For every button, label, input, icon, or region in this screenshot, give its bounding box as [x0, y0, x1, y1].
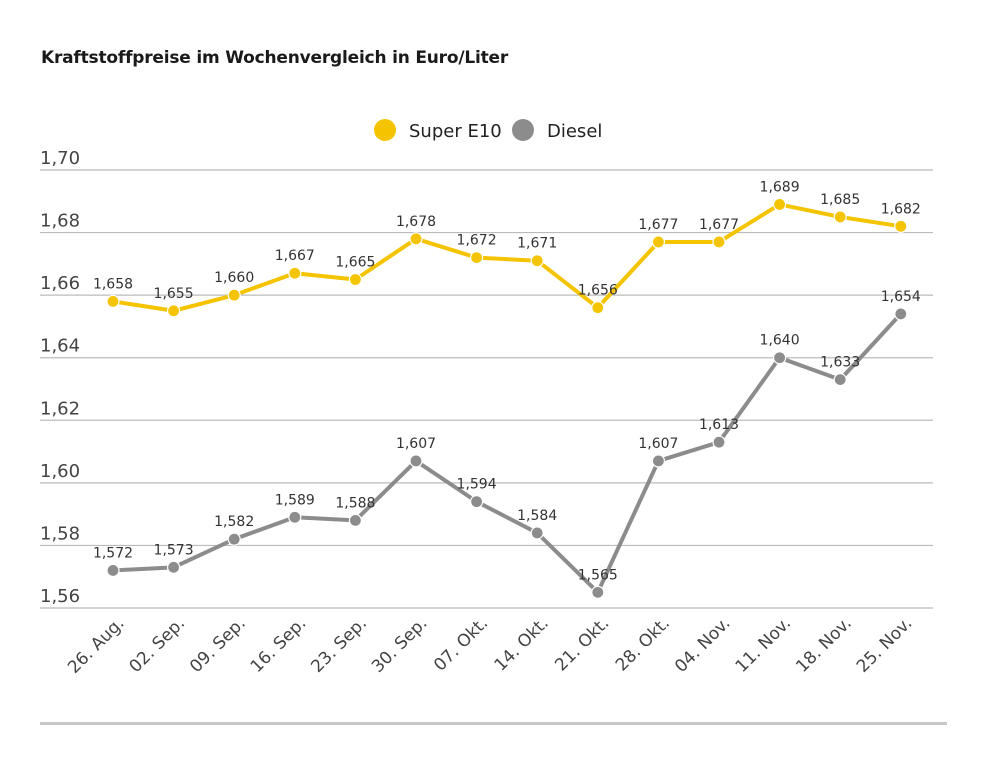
data-label: 1,607: [396, 436, 436, 452]
data-point: [651, 454, 666, 468]
x-tick-label: 14. Okt.: [491, 613, 553, 675]
data-label: 1,658: [93, 276, 133, 292]
data-label: 1,656: [578, 283, 618, 299]
data-point: [106, 563, 120, 578]
x-tick-label: 16. Sep.: [247, 613, 311, 677]
series-super-e10: 1,658 1,655 1,660 1,667 1,665 1,678 1,672 1,671…: [93, 179, 921, 318]
data-label: 1,677: [638, 217, 678, 233]
y-tick-label: 1,64: [40, 336, 80, 357]
y-axis: 1,56 1,58 1,60 1,62 1,64 1,66 1,68 1,70: [40, 148, 80, 607]
x-tick-label: 25. Nov.: [853, 613, 916, 676]
data-point: [106, 294, 120, 308]
data-label: 1,678: [396, 214, 436, 230]
data-point: [712, 235, 726, 249]
data-label: 1,672: [457, 233, 497, 249]
data-point: [348, 513, 362, 528]
data-point: [833, 210, 847, 224]
data-label: 1,640: [760, 333, 800, 349]
bottom-divider: [40, 722, 947, 725]
x-tick-label: 26. Aug.: [64, 613, 128, 677]
data-label: 1,677: [699, 217, 739, 233]
x-tick-label: 28. Okt.: [612, 613, 674, 675]
data-label: 1,584: [517, 508, 557, 524]
x-tick-label: 02. Sep.: [126, 613, 190, 677]
data-point: [772, 197, 787, 212]
data-point: [348, 272, 362, 287]
data-point: [409, 454, 423, 468]
data-label: 1,682: [881, 201, 921, 217]
data-label: 1,573: [154, 542, 194, 558]
legend-label: Super E10: [409, 121, 502, 142]
data-label: 1,589: [275, 492, 315, 508]
data-point: [288, 266, 302, 280]
legend-label: Diesel: [547, 121, 602, 142]
legend-marker: [374, 119, 396, 141]
data-point: [530, 254, 544, 268]
series-line: [111, 202, 903, 313]
data-point: [167, 304, 181, 318]
data-point: [772, 351, 787, 365]
data-point: [530, 526, 544, 540]
y-tick-label: 1,66: [40, 273, 80, 294]
x-tick-label: 04. Nov.: [671, 613, 734, 676]
data-label: 1,613: [699, 417, 739, 433]
data-label: 1,671: [517, 236, 557, 252]
data-label: 1,665: [335, 255, 375, 271]
grid-lines: [40, 169, 933, 609]
data-point: [712, 435, 726, 449]
data-point: [227, 532, 241, 546]
x-tick-label: 21. Okt.: [551, 613, 613, 675]
data-label: 1,588: [335, 495, 375, 511]
series-line: [111, 311, 903, 595]
data-point: [288, 510, 302, 524]
legend-marker: [512, 119, 534, 141]
x-tick-label: 07. Okt.: [430, 613, 492, 675]
data-label: 1,633: [820, 355, 860, 371]
x-tick-label: 18. Nov.: [792, 613, 855, 676]
data-point: [470, 251, 484, 265]
data-point: [591, 585, 605, 599]
data-point: [894, 219, 908, 233]
data-label: 1,660: [214, 270, 254, 286]
data-point: [167, 560, 181, 574]
x-tick-label: 23. Sep.: [307, 613, 371, 677]
data-label: 1,594: [457, 477, 497, 493]
y-tick-label: 1,60: [40, 461, 80, 482]
x-tick-label: 09. Sep.: [186, 613, 250, 677]
x-tick-label: 30. Sep.: [368, 613, 432, 677]
data-label: 1,685: [820, 192, 860, 208]
data-label: 1,607: [638, 436, 678, 452]
data-label: 1,655: [154, 286, 194, 302]
y-tick-label: 1,68: [40, 211, 80, 232]
data-label: 1,572: [93, 545, 133, 561]
x-tick-label: 11. Nov.: [732, 613, 795, 676]
data-label: 1,689: [760, 179, 800, 195]
y-tick-label: 1,62: [40, 398, 80, 419]
y-tick-label: 1,56: [40, 586, 80, 607]
legend-item-diesel: Diesel: [512, 119, 602, 142]
data-label: 1,565: [578, 567, 618, 583]
series-group: 1,658 1,655 1,660 1,667 1,665 1,678 1,672 1,671…: [93, 179, 921, 599]
data-label: 1,654: [881, 289, 921, 305]
chart-title: Kraftstoffpreise im Wochenvergleich in E…: [41, 48, 509, 68]
data-point: [409, 232, 423, 246]
data-point: [651, 235, 666, 249]
data-point: [591, 301, 605, 315]
data-label: 1,582: [214, 514, 254, 530]
data-label: 1,667: [275, 248, 315, 264]
data-point: [833, 373, 847, 387]
data-point: [470, 495, 484, 509]
series-diesel: 1,572 1,573 1,582 1,589 1,588 1,607 1,594 1,584…: [93, 289, 921, 599]
y-tick-label: 1,70: [40, 148, 80, 169]
data-point: [894, 307, 908, 321]
y-tick-label: 1,58: [40, 523, 80, 544]
data-point: [227, 288, 241, 302]
legend-item-super-e10: Super E10: [374, 119, 502, 142]
legend: Super E10 Diesel: [374, 119, 602, 142]
x-axis: 26. Aug.02. Sep.09. Sep.16. Sep.23. Sep.…: [64, 613, 916, 677]
